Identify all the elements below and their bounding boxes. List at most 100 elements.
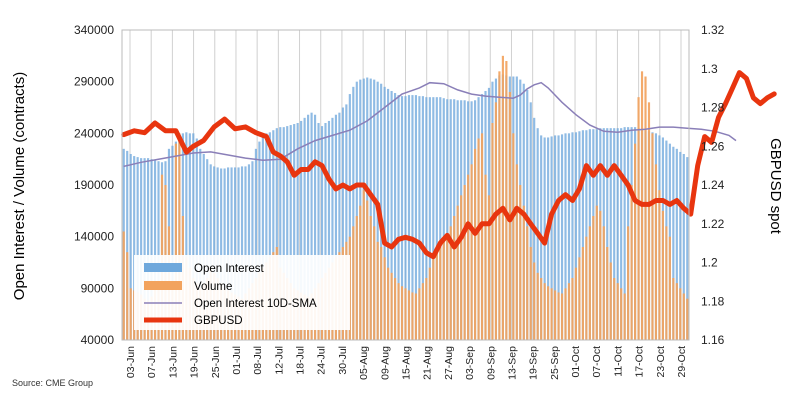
volume-bar [352, 226, 355, 340]
open-interest-bar [606, 128, 609, 340]
x-tick-label: 08-Jul [252, 346, 264, 375]
volume-bar [359, 205, 362, 340]
volume-bar [362, 190, 365, 340]
open-interest-bar [227, 167, 230, 340]
volume-bar [602, 226, 605, 340]
volume-bar [686, 298, 689, 340]
volume-bar [637, 97, 640, 341]
volume-bar [564, 288, 567, 340]
open-interest-bar [390, 90, 393, 340]
x-tick-label: 01-Oct [570, 346, 582, 378]
open-interest-bar [324, 123, 327, 340]
volume-bar [487, 195, 491, 340]
right-tick-label: 1.24 [701, 178, 725, 192]
volume-bar [122, 231, 125, 340]
volume-bar [505, 61, 508, 340]
open-interest-bar [442, 98, 445, 340]
open-interest-bar [133, 156, 136, 340]
volume-bar [411, 292, 414, 340]
open-interest-bar [373, 79, 376, 340]
open-interest-bar [432, 97, 435, 341]
open-interest-bar [400, 96, 404, 340]
x-tick-label: 29-Oct [676, 346, 688, 378]
x-tick-label: 15-Aug [401, 346, 413, 380]
open-interest-bar [571, 132, 574, 340]
right-axis-title: GBPUSD spot [767, 138, 784, 235]
open-interest-bar [550, 136, 553, 340]
open-interest-bar [157, 161, 160, 340]
open-interest-bar [230, 167, 233, 340]
open-interest-bar [247, 164, 251, 340]
plot-frame [121, 29, 690, 341]
open-interest-bar [220, 168, 223, 340]
volume-bar [630, 185, 633, 340]
volume-bar [501, 55, 504, 340]
open-interest-bar [414, 95, 418, 340]
x-axis-ticks: 03-Jun 07-Jun 13-Jun 19-Jun 25-Jun 01-Jul 08-J… [125, 346, 688, 380]
open-interest-bar [334, 114, 338, 340]
right-tick-label: 1.28 [701, 101, 725, 115]
open-interest-bar [300, 120, 303, 340]
open-interest-bar [202, 154, 205, 340]
volume-bar [616, 283, 619, 340]
volume-bar [446, 236, 449, 340]
open-interest-bar [407, 95, 411, 340]
open-interest-bar [188, 133, 191, 340]
volume-bar [522, 205, 525, 340]
volume-bar [414, 293, 418, 340]
volume-bar [592, 216, 595, 340]
open-interest-bar [136, 157, 139, 340]
open-interest-bar [331, 117, 334, 340]
left-axis-title: Open Interest / Volume (contracts) [11, 72, 28, 300]
x-tick-label: 05-Aug [358, 346, 370, 380]
volume-bar [393, 278, 397, 340]
open-interest-bar [449, 99, 452, 340]
volume-bar [456, 205, 459, 340]
open-interest-bar [233, 167, 237, 340]
volume-bar [373, 226, 376, 340]
open-interest-bar [171, 145, 174, 340]
x-tick-label: 25-Sep [549, 346, 561, 380]
volume-bar [668, 236, 671, 340]
open-interest-bar [272, 130, 275, 340]
volume-bar [174, 143, 177, 340]
volume-bar [661, 210, 664, 340]
volume-bar [129, 288, 132, 340]
volume-bar [498, 71, 501, 340]
open-interest-bar [286, 126, 289, 340]
legend-label-open-interest: Open Interest [194, 263, 264, 275]
open-interest-bar [578, 131, 581, 340]
open-interest-bar [282, 127, 285, 340]
open-interest-bar [254, 148, 258, 340]
volume-bar [571, 278, 574, 340]
volume-bar [477, 138, 480, 340]
volume-bar [665, 226, 668, 340]
volume-bar [526, 226, 529, 340]
right-tick-label: 1.2 [701, 256, 718, 270]
x-tick-label: 18-Jul [295, 346, 307, 375]
volume-bar [463, 185, 466, 340]
right-axis-ticks: 1.16 1.18 1.2 1.22 1.24 1.26 1.28 1.3 1.32 [701, 23, 725, 347]
volume-bar [557, 292, 560, 340]
open-interest-bar [192, 133, 195, 340]
open-interest-bar [129, 154, 132, 340]
volume-bar [178, 133, 181, 340]
x-tick-label: 09-Sep [485, 346, 497, 380]
volume-bar [491, 123, 494, 340]
open-interest-bar [352, 86, 355, 340]
volume-bar [460, 195, 463, 340]
open-interest-bar [153, 160, 157, 340]
open-interest-bar [585, 130, 588, 340]
open-interest-bar [564, 133, 567, 340]
volume-bar [682, 293, 685, 340]
volume-bar [432, 257, 435, 340]
open-interest-bar [223, 168, 226, 340]
right-tick-label: 1.32 [701, 23, 725, 37]
open-interest-bar [244, 166, 247, 340]
volume-bar [425, 278, 428, 340]
open-interest-bar [126, 150, 129, 340]
legend-label-sma: Open Interest 10D-SMA [194, 298, 317, 310]
open-interest-bar [567, 133, 571, 340]
open-interest-bar [268, 132, 271, 340]
left-axis-ticks: 40000 90000 140000 190000 240000 290000 340000 [74, 23, 114, 347]
